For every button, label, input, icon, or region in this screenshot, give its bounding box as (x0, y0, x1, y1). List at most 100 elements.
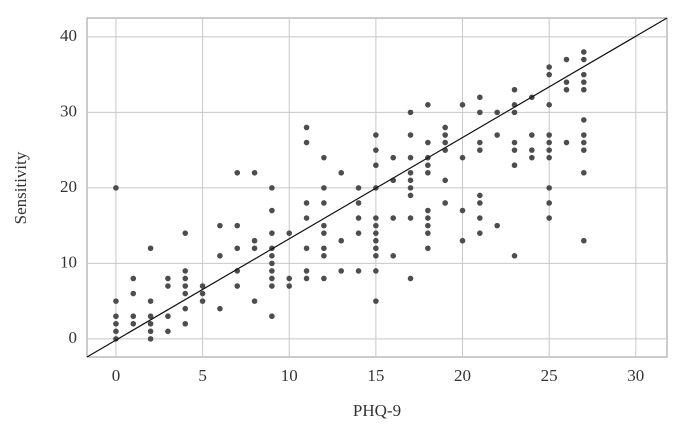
data-point (425, 162, 431, 169)
data-point (373, 253, 379, 259)
data-point (182, 305, 189, 312)
data-point (425, 102, 431, 108)
data-point (563, 86, 570, 93)
data-point (165, 313, 171, 320)
data-point (338, 237, 345, 244)
data-point (373, 147, 379, 153)
data-point (355, 215, 362, 221)
data-point (407, 132, 414, 138)
data-point (511, 109, 518, 116)
data-point (286, 275, 293, 282)
data-point (390, 215, 397, 221)
data-point (373, 245, 379, 252)
data-point (511, 147, 518, 153)
data-point (529, 147, 535, 153)
data-point (355, 230, 362, 236)
data-point (442, 132, 448, 138)
data-point (563, 79, 570, 85)
data-point (373, 222, 379, 229)
data-point (546, 147, 552, 153)
data-point (113, 328, 119, 335)
data-point (546, 71, 552, 78)
data-point (494, 132, 500, 138)
data-point (425, 139, 431, 146)
data-point (338, 268, 345, 274)
data-point (477, 230, 483, 236)
data-point (442, 177, 448, 184)
data-point (425, 169, 431, 176)
data-point (251, 169, 258, 176)
data-point (581, 169, 587, 176)
data-point (581, 147, 587, 153)
data-point (459, 102, 466, 108)
data-point (113, 185, 119, 191)
data-point (182, 230, 189, 236)
x-tick-label: 10 (281, 366, 298, 385)
x-tick-label: 25 (541, 366, 558, 385)
data-point (130, 313, 137, 320)
x-axis-label: PHQ-9 (353, 401, 401, 420)
data-point (581, 237, 587, 244)
data-point (303, 268, 310, 274)
data-point (355, 185, 362, 191)
data-point (147, 328, 154, 335)
data-point (321, 253, 327, 259)
data-point (581, 79, 587, 85)
data-point (338, 169, 345, 176)
data-point (442, 124, 448, 131)
data-point (321, 275, 327, 282)
data-point (147, 336, 154, 342)
data-point (373, 237, 379, 244)
data-point (477, 192, 483, 199)
data-point (373, 132, 379, 138)
data-point (563, 56, 570, 63)
data-point (182, 275, 189, 282)
data-point (303, 139, 310, 146)
y-tick-label: 10 (60, 252, 77, 271)
data-point (511, 253, 518, 259)
data-point (581, 49, 587, 55)
data-point (199, 283, 206, 289)
data-point (529, 154, 535, 161)
data-point (130, 275, 137, 282)
data-point (182, 290, 189, 297)
data-point (303, 124, 310, 131)
data-point (373, 230, 379, 236)
reference-line (86, 17, 668, 358)
data-point (407, 177, 414, 184)
data-point (546, 185, 552, 191)
data-point (321, 222, 327, 229)
data-point (269, 275, 275, 282)
data-point (234, 169, 241, 176)
data-point (130, 320, 137, 327)
data-point (581, 56, 587, 63)
data-point (182, 268, 189, 274)
data-point (286, 230, 293, 236)
data-point (234, 283, 241, 289)
data-point (373, 268, 379, 274)
data-point (113, 313, 119, 320)
data-point (546, 64, 552, 70)
data-point (321, 185, 327, 191)
data-point (546, 102, 552, 108)
data-point (251, 245, 258, 252)
data-point (269, 230, 275, 236)
data-point (425, 222, 431, 229)
data-point (147, 298, 154, 304)
data-point (373, 162, 379, 169)
data-point (407, 169, 414, 176)
data-point (269, 283, 275, 289)
data-point (251, 298, 258, 304)
data-point (511, 139, 518, 146)
x-tick-label: 0 (112, 366, 121, 385)
data-point (217, 305, 223, 312)
data-point (477, 215, 483, 221)
data-point (511, 86, 518, 93)
data-point (321, 230, 327, 236)
data-point (113, 298, 119, 304)
data-point (581, 117, 587, 123)
data-point (269, 313, 275, 320)
data-point (425, 215, 431, 221)
data-point (130, 290, 137, 297)
data-point (373, 298, 379, 304)
